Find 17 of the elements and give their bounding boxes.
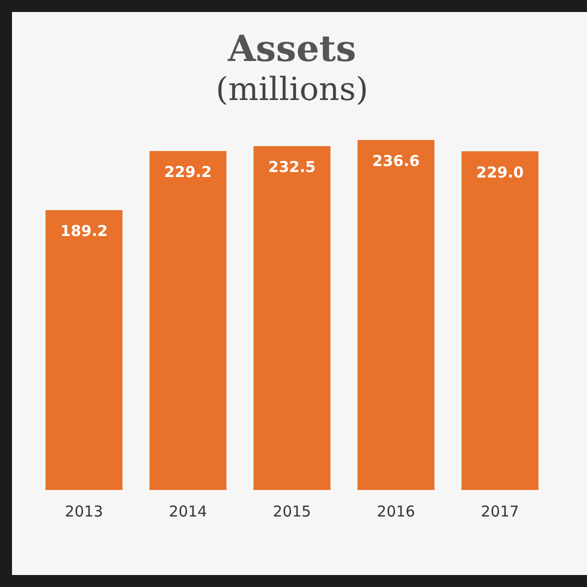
data-label: 189.2 — [60, 222, 108, 240]
bar — [462, 151, 538, 490]
data-label: 229.0 — [476, 163, 524, 182]
bar — [254, 146, 330, 490]
bar — [358, 140, 434, 490]
chart-title: Assets — [226, 28, 356, 70]
chart-subtitle: (millions) — [216, 70, 368, 108]
x-tick-label: 2015 — [272, 502, 312, 520]
bar — [46, 210, 122, 490]
x-tick-label: 2017 — [480, 502, 520, 520]
bar — [150, 150, 226, 490]
data-label: 232.5 — [268, 158, 316, 176]
data-label: 229.2 — [164, 162, 212, 181]
x-tick-label: 2014 — [168, 502, 208, 520]
data-label: 236.6 — [372, 152, 420, 170]
x-tick-label: 2016 — [376, 502, 416, 520]
x-tick-label: 2013 — [64, 502, 104, 520]
